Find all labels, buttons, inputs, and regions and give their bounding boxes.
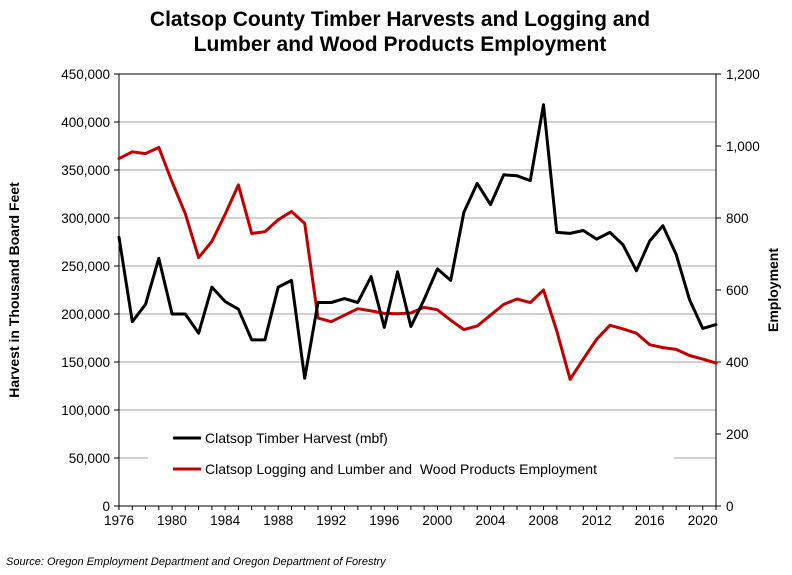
x-tick-label: 2008 [529,513,559,528]
y-tick-label: 100,000 [61,403,110,418]
y-tick-label: 300,000 [61,211,110,226]
x-tick-label: 1984 [210,513,241,528]
chart-title-line-1: Clatsop County Timber Harvests and Loggi… [150,8,650,31]
x-axis-ticks: 1976 1980 1984 1988 1992 1996 2000 2004 2008 2012… [104,506,718,528]
series-line-harvest [117,103,718,380]
x-tick-label: 1976 [104,513,134,528]
y-tick-label: 50,000 [69,451,110,466]
legend-label-harvest: Clatsop Timber Harvest (mbf) [205,430,388,446]
y-tick-label: 250,000 [61,259,110,274]
x-tick-label: 2004 [475,513,506,528]
x-tick-label: 1992 [316,513,346,528]
legend-background [148,422,674,492]
x-tick-label: 2016 [635,513,665,528]
y2-tick-label: 600 [726,283,749,298]
y-tick-label: 150,000 [61,355,110,370]
x-tick-label: 2012 [582,513,612,528]
gridlines [119,121,716,459]
x-tick-label: 2000 [422,513,452,528]
y2-tick-label: 0 [726,499,734,514]
y2-tick-label: 1,200 [726,67,760,82]
x-tick-label: 2020 [688,513,718,528]
y2-tick-label: 400 [726,355,749,370]
x-tick-label: 1996 [369,513,399,528]
y2-tick-label: 200 [726,427,749,442]
y-tick-label: 0 [102,499,110,514]
legend: Clatsop Timber Harvest (mbf) Clatsop Log… [148,422,674,492]
source-note: Source: Oregon Employment Department and… [6,556,387,568]
x-tick-label: 1988 [263,513,293,528]
y2-tick-label: 800 [726,211,749,226]
y-tick-label: 350,000 [61,163,110,178]
right-axis-ticks: 0 200 400 600 800 1,000 1,200 [716,67,760,514]
left-axis-title: Harvest in Thousand Board Feet [6,182,22,398]
y-tick-label: 450,000 [61,67,110,82]
legend-label-employment: Clatsop Logging and Lumber and Wood Prod… [205,461,597,477]
right-axis-title: Employment [765,248,781,332]
x-tick-label: 1980 [157,513,187,528]
left-axis-ticks: 0 50,000 100,000 150,000 200,000 250,000 300,0… [61,67,119,514]
y-tick-label: 200,000 [61,307,110,322]
series-line-employment [117,145,718,381]
series-lines [117,103,718,381]
y2-tick-label: 1,000 [726,139,760,154]
y-tick-label: 400,000 [61,115,110,130]
chart-title-line-2: Lumber and Wood Products Employment [194,33,607,56]
